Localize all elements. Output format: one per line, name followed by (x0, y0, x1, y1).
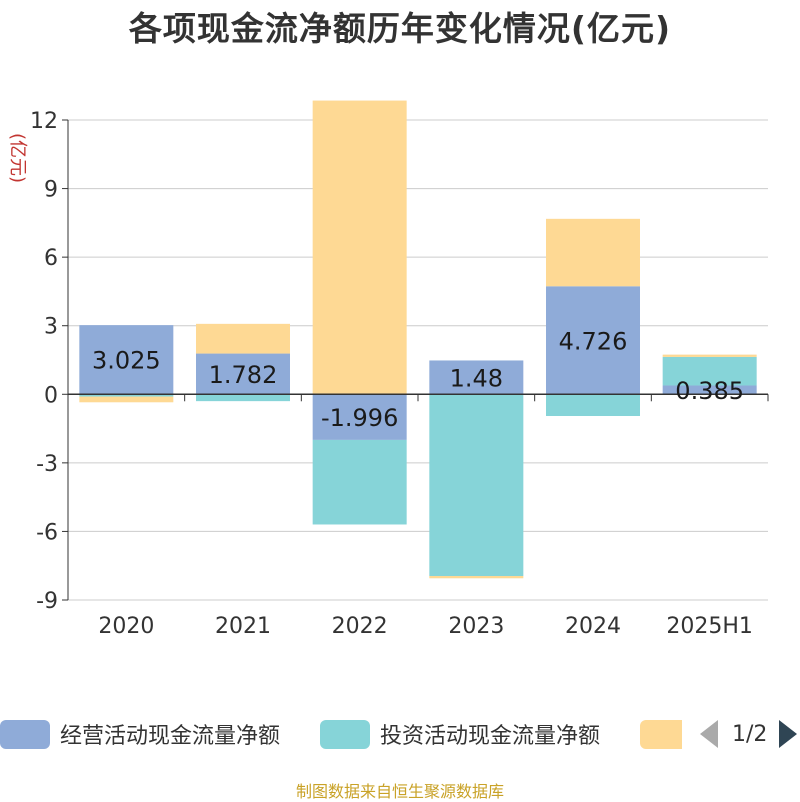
bar-2-2021 (196, 323, 290, 354)
chart-title: 各项现金流净额历年变化情况(亿元) (128, 9, 672, 48)
legend-swatch-operating (0, 719, 50, 749)
data-source-note: 制图数据来自恒生聚源数据库 (295, 782, 504, 801)
legend-swatch-financing (640, 719, 682, 749)
y-tick-label: 6 (44, 246, 58, 271)
x-tick-label: 2023 (448, 614, 504, 639)
x-tick-label: 2025H1 (666, 614, 753, 639)
bar-2-2025H1 (662, 354, 757, 357)
bar-1-2022 (312, 439, 407, 525)
data-label: 1.48 (450, 364, 503, 392)
legend-item-financing[interactable] (640, 714, 692, 754)
bar-1-2025H1 (662, 356, 757, 386)
bar-1-2024 (546, 394, 640, 416)
data-label: 1.782 (209, 361, 278, 389)
legend-prev-arrow-icon[interactable] (700, 720, 718, 748)
bar-chart: -9 -6 -3 0 3 6 9 12 2020 2021 2022 2023 2024 2025H1 3.… (30, 100, 769, 639)
x-tick-label: 2024 (565, 614, 621, 639)
bar-2-2020 (79, 396, 174, 403)
x-tick-label: 2022 (332, 614, 388, 639)
x-tick-label: 2021 (215, 614, 271, 639)
legend-label-investing: 投资活动现金流量净额 (380, 724, 601, 749)
bar-1-2021 (196, 394, 290, 402)
bar-1-2020 (79, 394, 174, 397)
bar-2-2023 (429, 576, 524, 579)
legend-next-arrow-icon[interactable] (779, 720, 798, 748)
x-tick-label: 2020 (98, 614, 154, 639)
bar-0-2023 (429, 360, 524, 395)
bar-0-2024 (546, 286, 640, 395)
data-label: -1.996 (321, 404, 398, 432)
bar-2-2024 (546, 218, 640, 287)
bar-0-2022 (312, 394, 407, 440)
bar-2-2022 (312, 100, 407, 395)
legend-swatch-investing (320, 719, 370, 749)
y-tick-label: -3 (36, 452, 58, 477)
y-tick-label: 12 (30, 109, 58, 134)
data-label: 4.726 (559, 327, 628, 355)
legend-label-operating: 经营活动现金流量净额 (60, 724, 281, 749)
data-label: 0.385 (675, 377, 744, 405)
data-label: 3.025 (92, 347, 161, 375)
bar-1-2023 (429, 394, 524, 576)
y-tick-label: -9 (36, 589, 58, 614)
bar-0-2025H1 (662, 385, 757, 395)
bar-0-2020 (79, 325, 174, 395)
legend-pager: 1/2 (700, 714, 798, 754)
y-tick-label: 3 (44, 315, 58, 340)
bar-0-2021 (196, 353, 290, 395)
legend-item-investing[interactable]: 投资活动现金流量净额 (320, 714, 600, 754)
legend: 经营活动现金流量净额 投资活动现金流量净额 1/2 (0, 714, 800, 754)
legend-item-operating[interactable]: 经营活动现金流量净额 (0, 714, 280, 754)
y-tick-label: 9 (44, 178, 58, 203)
y-tick-label: -6 (36, 520, 58, 545)
legend-page-indicator: 1/2 (732, 721, 768, 747)
y-tick-label: 0 (44, 383, 58, 408)
